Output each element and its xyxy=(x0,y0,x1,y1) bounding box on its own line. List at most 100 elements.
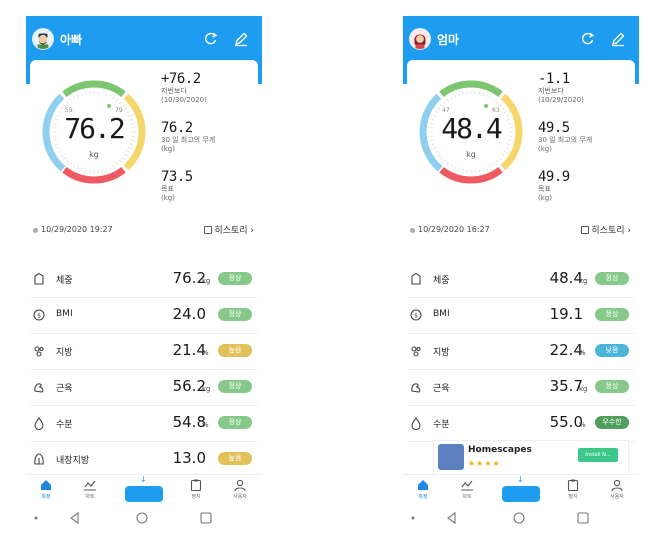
weight-gauge xyxy=(34,72,154,192)
ad-banner[interactable]: Homescapes ★★★★ Install N... xyxy=(433,440,629,476)
metric-row[interactable]: 지방 22.4 % 낮음 xyxy=(407,334,635,370)
tab-user[interactable]: 사용자 xyxy=(220,475,260,507)
android-nav-bar xyxy=(403,506,639,530)
scale-arrow-icon: ↓ xyxy=(140,475,147,484)
metric-name: 근육 xyxy=(433,384,450,394)
metric-row[interactable]: 근육 56.2 kg 정상 xyxy=(30,370,258,406)
metric-value: 13.0 xyxy=(172,449,206,467)
metric-status-badge: 우수한 xyxy=(595,416,629,429)
metric-row[interactable]: $ BMI 24.0 정상 xyxy=(30,298,258,334)
metric-row[interactable]: 수분 55.0 % 우수한 xyxy=(407,406,635,442)
muscle-icon xyxy=(409,380,423,394)
edit-icon[interactable] xyxy=(609,30,627,48)
weight-change-value: +76.2 xyxy=(161,71,201,87)
chart-icon xyxy=(447,478,487,492)
gauge-low-tick: 59 xyxy=(65,107,73,114)
menu-dot-icon[interactable] xyxy=(409,511,417,525)
tab-home[interactable]: 측정 xyxy=(403,475,443,507)
metric-status-badge: 정상 xyxy=(595,272,629,285)
metric-name: 지방 xyxy=(56,348,73,358)
tab-home[interactable]: 측정 xyxy=(26,475,66,507)
weight-change-value: -1.1 xyxy=(538,71,570,87)
tab-clipboard[interactable]: 정지 xyxy=(176,475,216,507)
menu-dot-icon[interactable] xyxy=(32,511,40,525)
history-label: 히스토리 xyxy=(214,226,248,236)
metric-row[interactable]: 근육 35.7 kg 정상 xyxy=(407,370,635,406)
weight-change-date: (10/29/2020) xyxy=(538,96,584,104)
android-nav-bar xyxy=(26,506,262,530)
home-nav-icon[interactable] xyxy=(512,511,526,525)
metric-value: 56.2 xyxy=(172,377,206,395)
ad-thumbnail xyxy=(438,444,464,470)
tab-chart[interactable]: 차트 xyxy=(70,475,110,507)
measure-scale-button[interactable] xyxy=(125,486,163,502)
metric-unit: kg xyxy=(202,385,211,393)
recents-icon[interactable] xyxy=(199,511,213,525)
profile-avatar[interactable] xyxy=(32,28,54,50)
metric-row[interactable]: 수분 54.8 % 정상 xyxy=(30,406,258,442)
gauge-high-tick: 79 xyxy=(115,107,123,114)
clipboard-icon xyxy=(553,478,593,492)
max30-weight: 76.2 30 일 최고의 무게 (kg) xyxy=(161,120,261,154)
ad-install-button[interactable]: Install N... xyxy=(578,448,618,462)
tab-user[interactable]: 사용자 xyxy=(597,475,637,507)
measure-scale-button[interactable] xyxy=(502,486,540,502)
metric-name: 근육 xyxy=(56,384,73,394)
refresh-icon[interactable] xyxy=(202,30,220,48)
tab-clipboard[interactable]: 정지 xyxy=(553,475,593,507)
back-icon[interactable] xyxy=(445,511,459,525)
history-icon xyxy=(581,226,590,234)
max30-value: 49.5 xyxy=(538,120,570,136)
metric-row[interactable]: $ BMI 19.1 정상 xyxy=(407,298,635,334)
metric-unit: % xyxy=(202,421,209,429)
home-icon xyxy=(403,478,443,492)
goal-value: 73.5 xyxy=(161,169,193,185)
metric-name: 체중 xyxy=(433,276,450,286)
metric-unit: % xyxy=(579,349,586,357)
scale-icon xyxy=(409,272,423,286)
metric-row[interactable]: 내장지방 13.0 높음 xyxy=(30,442,258,478)
history-link[interactable]: 히스토리 › xyxy=(204,223,254,236)
metric-row[interactable]: 체중 76.2 kg 정상 xyxy=(30,262,258,298)
gauge-arc-underweight xyxy=(42,93,66,172)
history-link[interactable]: 히스토리 › xyxy=(581,223,631,236)
profile-avatar[interactable] xyxy=(409,28,431,50)
max30-label: 30 일 최고의 무게 xyxy=(161,136,216,144)
tab-label: 사용자 xyxy=(610,494,624,500)
refresh-icon[interactable] xyxy=(579,30,597,48)
metric-name: 체중 xyxy=(56,276,73,286)
goal-label: 목표 xyxy=(161,185,174,193)
history-label: 히스토리 xyxy=(591,226,625,236)
gauge-arc-normal xyxy=(62,80,126,98)
home-nav-icon[interactable] xyxy=(135,511,149,525)
current-weight-unit: kg xyxy=(89,150,99,159)
visceral-fat-icon xyxy=(32,452,46,466)
history-icon xyxy=(204,226,213,234)
current-weight-unit: kg xyxy=(466,150,476,159)
goal-unit: (kg) xyxy=(538,194,552,202)
ad-rating-stars: ★★★★ xyxy=(468,459,501,468)
ad-title: Homescapes xyxy=(468,445,532,455)
back-icon[interactable] xyxy=(68,511,82,525)
metric-status-badge: 정상 xyxy=(595,308,629,321)
edit-icon[interactable] xyxy=(232,30,250,48)
weight-gauge-svg xyxy=(42,80,146,184)
metric-status-badge: 정상 xyxy=(218,416,252,429)
metric-unit: kg xyxy=(202,277,211,285)
metric-row[interactable]: 지방 21.4 % 높음 xyxy=(30,334,258,370)
weight-change: -1.1 저번보다 (10/29/2020) xyxy=(538,71,638,105)
profile-name[interactable]: 엄마 xyxy=(437,33,460,47)
water-icon xyxy=(409,416,423,430)
gauge-arc-underweight xyxy=(419,93,443,172)
metric-status-badge: 높음 xyxy=(218,344,252,357)
bmi-icon: $ xyxy=(32,308,46,322)
measured-at: 10/29/2020 16:27 xyxy=(418,225,490,234)
bottom-tab-bar: 측정 차트 정지 사용자 ↓ xyxy=(403,474,639,506)
tab-chart[interactable]: 차트 xyxy=(447,475,487,507)
recents-icon[interactable] xyxy=(576,511,590,525)
tab-label: 정지 xyxy=(568,494,578,500)
metric-status-badge: 높음 xyxy=(218,452,252,465)
metric-status-badge: 정상 xyxy=(218,380,252,393)
metric-row[interactable]: 체중 48.4 kg 정상 xyxy=(407,262,635,298)
profile-name[interactable]: 아빠 xyxy=(60,33,83,47)
